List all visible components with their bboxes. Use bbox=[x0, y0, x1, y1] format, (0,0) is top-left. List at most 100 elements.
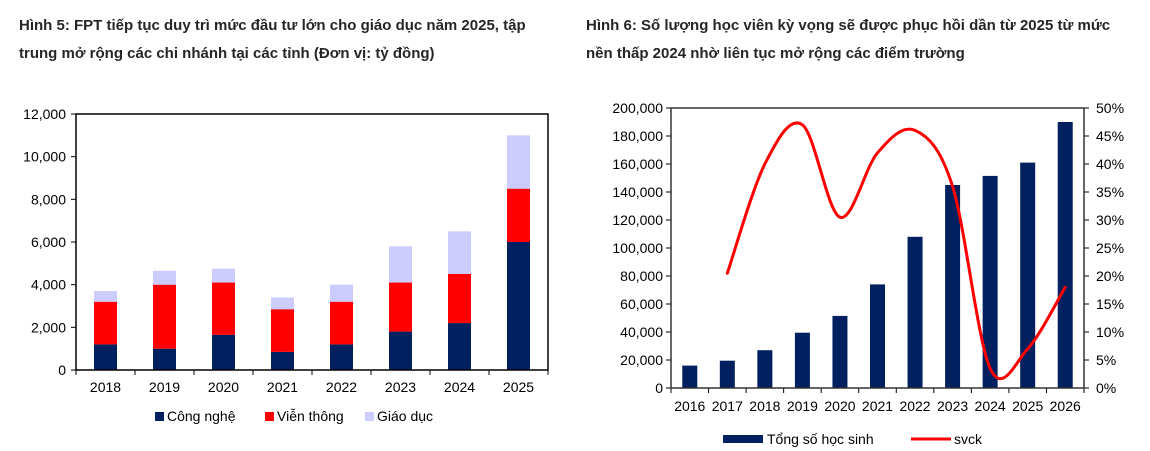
y-tick-label: 40,000 bbox=[620, 324, 663, 340]
bar-viễn-thông bbox=[94, 301, 117, 345]
legend-swatch bbox=[365, 412, 374, 421]
x-tick-label: 2018 bbox=[90, 379, 121, 395]
y-tick-label: 80,000 bbox=[620, 268, 663, 284]
combo-bar-line-chart: 0 20,000 40,000 60,000 80,000 100,000 120,000 1… bbox=[612, 100, 1124, 447]
bar-students bbox=[982, 175, 998, 388]
y-tick-label: 180,000 bbox=[612, 128, 663, 144]
y2-tick-label: 30% bbox=[1096, 212, 1124, 228]
bar-giáo-dục bbox=[507, 135, 530, 189]
bar-students bbox=[757, 350, 773, 388]
bar-công-nghệ bbox=[448, 323, 471, 370]
x-tick-label: 2023 bbox=[385, 379, 416, 395]
x-tick-label: 2024 bbox=[444, 379, 475, 395]
y2-tick-label: 45% bbox=[1096, 128, 1124, 144]
bar-students bbox=[870, 284, 885, 388]
y2-tick-label: 35% bbox=[1096, 184, 1124, 200]
y-tick-label: 100,000 bbox=[612, 240, 663, 256]
bar-công-nghệ bbox=[212, 334, 235, 370]
x-tick-label: 2025 bbox=[503, 379, 534, 395]
x-tick-label: 2016 bbox=[674, 398, 705, 414]
bar-students bbox=[907, 236, 923, 388]
y-tick-label: 0 bbox=[58, 362, 66, 378]
bar-công-nghệ bbox=[271, 351, 294, 370]
line-svck bbox=[725, 121, 1067, 381]
x-tick-label: 2019 bbox=[787, 398, 818, 414]
bar-công-nghệ bbox=[507, 242, 530, 370]
bar-students bbox=[1020, 162, 1036, 388]
y-tick-label: 0 bbox=[655, 380, 663, 396]
y2-tick-label: 5% bbox=[1096, 352, 1116, 368]
bar-giáo-dục bbox=[271, 297, 294, 310]
legend-swatch-bar bbox=[723, 435, 763, 443]
bar-công-nghệ bbox=[153, 348, 176, 370]
y2-tick-label: 25% bbox=[1096, 240, 1124, 256]
bar-viễn-thông bbox=[153, 284, 176, 349]
y2-tick-label: 0% bbox=[1096, 380, 1116, 396]
y-tick-label: 6,000 bbox=[31, 234, 66, 250]
bar-students bbox=[945, 185, 961, 388]
figure-caption: : Số lượng học viên kỳ vọng sẽ được phục… bbox=[586, 17, 1111, 62]
legend-label: Viễn thông bbox=[277, 408, 344, 424]
bar-công-nghệ bbox=[330, 344, 353, 370]
plot-frame bbox=[75, 113, 549, 371]
bar-students bbox=[682, 365, 698, 388]
y2-tick-label: 40% bbox=[1096, 156, 1124, 172]
chart-title-left: Hình 5: FPT tiếp tục duy trì mức đầu tư … bbox=[19, 12, 564, 68]
y-tick-label: 4,000 bbox=[31, 277, 66, 293]
y-tick-label: 10,000 bbox=[23, 149, 66, 165]
y2-tick-label: 20% bbox=[1096, 268, 1124, 284]
bar-công-nghệ bbox=[94, 344, 117, 370]
x-tick-label: 2022 bbox=[326, 379, 357, 395]
legend-label: Công nghệ bbox=[167, 408, 236, 424]
y-tick-label: 20,000 bbox=[620, 352, 663, 368]
bar-viễn-thông bbox=[330, 301, 353, 345]
bar-viễn-thông bbox=[212, 282, 235, 335]
x-tick-label: 2024 bbox=[975, 398, 1006, 414]
y-tick-label: 120,000 bbox=[612, 212, 663, 228]
y-tick-label: 60,000 bbox=[620, 296, 663, 312]
bar-giáo-dục bbox=[389, 246, 412, 283]
bar-giáo-dục bbox=[94, 291, 117, 302]
x-tick-label: 2021 bbox=[862, 398, 893, 414]
legend-swatch bbox=[155, 412, 164, 421]
bar-students bbox=[719, 360, 735, 388]
legend-label: Giáo dục bbox=[377, 408, 433, 424]
x-tick-label: 2022 bbox=[899, 398, 930, 414]
x-tick-label: 2017 bbox=[712, 398, 743, 414]
bar-students bbox=[832, 315, 848, 388]
stacked-bar-chart: 0 2,000 4,000 6,000 8,000 10,000 12,000 2018 201… bbox=[23, 106, 549, 424]
y-tick-label: 8,000 bbox=[31, 191, 66, 207]
y-tick-label: 12,000 bbox=[23, 106, 66, 122]
bar-viễn-thông bbox=[389, 282, 412, 332]
bar-công-nghệ bbox=[389, 331, 412, 370]
figure-label: Hình 6 bbox=[586, 17, 632, 34]
x-tick-label: 2020 bbox=[208, 379, 239, 395]
bar-students bbox=[794, 332, 810, 388]
bar-viễn-thông bbox=[507, 188, 530, 242]
x-tick-label: 2018 bbox=[749, 398, 780, 414]
bar-giáo-dục bbox=[212, 268, 235, 283]
bar-giáo-dục bbox=[153, 270, 176, 285]
y-tick-label: 140,000 bbox=[612, 184, 663, 200]
x-tick-label: 2025 bbox=[1012, 398, 1043, 414]
figure-caption: : FPT tiếp tục duy trì mức đầu tư lớn ch… bbox=[19, 17, 526, 62]
y-tick-label: 200,000 bbox=[612, 100, 663, 116]
bar-giáo-dục bbox=[330, 284, 353, 302]
figure-label: Hình 5 bbox=[19, 17, 65, 34]
y2-tick-label: 15% bbox=[1096, 296, 1124, 312]
chart-title-right: Hình 6: Số lượng học viên kỳ vọng sẽ đượ… bbox=[586, 12, 1131, 68]
x-tick-label: 2021 bbox=[267, 379, 298, 395]
legend-label: Tổng số học sinh bbox=[767, 431, 874, 447]
legend-label: svck bbox=[954, 431, 983, 447]
legend-swatch bbox=[265, 412, 274, 421]
y2-tick-label: 10% bbox=[1096, 324, 1124, 340]
bar-viễn-thông bbox=[271, 309, 294, 352]
bar-giáo-dục bbox=[448, 231, 471, 274]
y2-tick-label: 50% bbox=[1096, 100, 1124, 116]
x-tick-label: 2026 bbox=[1050, 398, 1081, 414]
bar-students bbox=[1057, 122, 1073, 388]
y-tick-label: 160,000 bbox=[612, 156, 663, 172]
y-tick-label: 2,000 bbox=[31, 319, 66, 335]
x-tick-label: 2023 bbox=[937, 398, 968, 414]
x-tick-label: 2019 bbox=[149, 379, 180, 395]
